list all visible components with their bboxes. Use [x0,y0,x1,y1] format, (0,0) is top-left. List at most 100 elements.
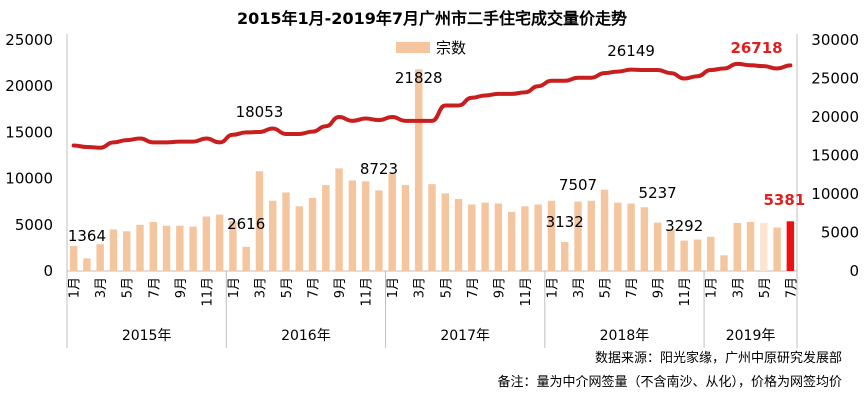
year-label: 2018年 [600,328,650,344]
bar [255,171,264,271]
month-axis: 1月 3月 5月 7月 9月 11月 1月 3月 5月 7月 9月 11月 1月 3月 5月 7月 9月 11月 1… [68,277,800,307]
month-tick-label: 5月 [599,277,614,298]
remark-note: 备注：量为中介网签量（不含南沙、从化），价格为网签均价 [497,374,842,390]
month-tick-label: 11月 [200,277,215,307]
bar [401,185,410,271]
bar [269,200,277,271]
bar [667,229,675,271]
legend: 宗数 [396,39,466,57]
month-tick-label: 1月 [227,277,242,298]
source-note: 数据来源：阳光家缘，广州中原研究发展部 [595,350,842,366]
left-tick-label: 10000 [5,170,53,188]
year-axis: 2015年 2016年 2017年 2018年 2019年 [66,271,798,348]
month-tick-label: 11月 [519,277,534,307]
right-tick-label: 30000 [811,31,859,49]
bar [348,180,357,271]
bar [149,222,157,271]
bar [242,246,250,271]
bar [282,192,290,271]
left-tick-label: 15000 [5,123,53,141]
month-tick-label: 7月 [784,277,799,298]
bar [69,246,78,271]
month-tick-label: 3月 [253,277,268,298]
bar [295,206,303,271]
bar [215,214,224,271]
month-tick-label: 9月 [652,277,667,298]
bar [640,207,649,271]
month-tick-label: 1月 [68,277,83,298]
bar [109,229,118,271]
month-tick-label: 11月 [360,277,375,307]
bar [507,211,516,271]
bar-value-label: 3292 [665,217,703,235]
bar [83,258,91,271]
bar [561,242,569,271]
month-tick-label: 7月 [147,277,162,298]
bar [720,255,728,271]
bar [308,198,317,271]
bar [521,206,529,271]
bar-value-label: 5381 [763,191,805,209]
left-tick-label: 20000 [5,77,53,95]
bar [189,226,197,271]
bar-value-label: 1364 [68,227,106,245]
year-label: 2016年 [281,328,331,344]
bar [415,69,423,271]
bar-value-label: 3132 [546,213,584,231]
bar [229,221,237,271]
month-tick-label: 9月 [174,277,189,298]
right-tick-label: 25000 [811,70,859,88]
axes-layer: 0 5000 10000 15000 20000 25000 0 5000 10000 15000… [5,31,859,280]
year-label: 2015年 [122,328,172,344]
right-tick-label: 10000 [811,185,859,203]
right-tick-label: 15000 [811,147,859,165]
line-value-label: 26149 [607,42,655,60]
left-tick-label: 25000 [5,31,53,49]
month-tick-label: 9月 [333,277,348,298]
bar [481,202,489,271]
bar [786,221,795,271]
bar [773,227,781,271]
month-tick-label: 9月 [492,277,507,298]
bar [202,216,211,271]
bar [96,244,104,271]
bar [375,190,383,271]
year-label: 2019年 [726,328,776,344]
line-value-label: 18053 [236,103,284,121]
month-tick-label: 3月 [731,277,746,298]
bar-value-label: 2616 [227,215,265,233]
month-tick-label: 1月 [545,277,560,298]
month-tick-label: 11月 [678,277,693,307]
month-tick-label: 5月 [439,277,454,298]
bar [441,193,449,271]
bar [388,173,396,271]
bar [680,240,688,271]
month-tick-label: 5月 [121,277,136,298]
month-tick-label: 7月 [307,277,322,298]
bar [176,225,184,271]
month-tick-label: 1月 [386,277,401,298]
bar [428,184,436,271]
bar [454,198,463,271]
bar [547,200,556,271]
bar-value-label: 7507 [559,176,597,194]
bar-series [69,69,795,271]
bar [733,222,741,271]
bar [693,239,702,271]
bar [746,222,755,271]
bar [574,201,582,271]
month-tick-label: 5月 [280,277,295,298]
left-tick-label: 5000 [15,216,53,234]
legend-label: 宗数 [436,39,466,57]
bar-value-label: 8723 [360,160,398,178]
bar [627,203,635,271]
bar [653,222,662,271]
bar [707,236,715,271]
bar [494,203,503,271]
line-value-label: 26718 [730,39,782,57]
bar-value-label: 5237 [639,184,677,202]
month-tick-label: 7月 [466,277,481,298]
price-line [71,61,793,150]
